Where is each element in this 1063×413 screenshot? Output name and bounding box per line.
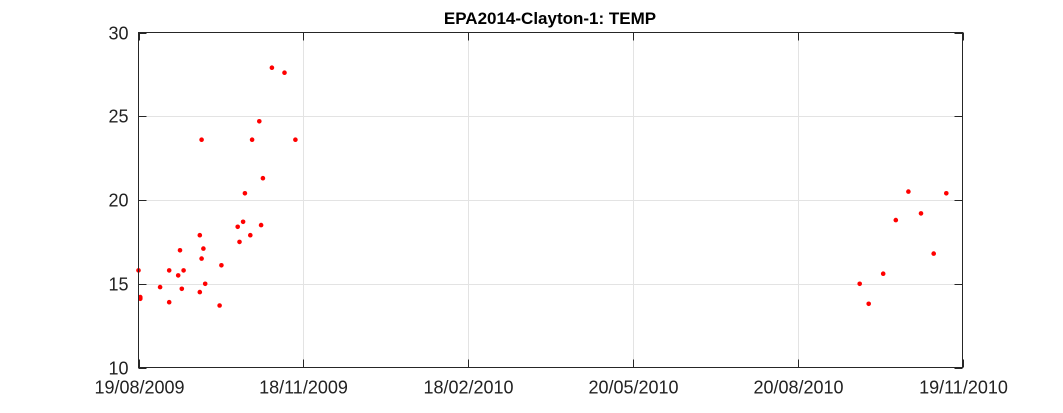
y-tick-label: 30 (108, 24, 128, 44)
data-point (157, 284, 163, 290)
x-tick-label: 20/05/2010 (588, 378, 678, 398)
grid-lines (138, 32, 963, 368)
data-point (181, 268, 186, 273)
data-point (201, 246, 206, 251)
data-point (175, 273, 181, 278)
data-point (257, 119, 262, 124)
data-point (944, 191, 949, 196)
y-tick-label: 15 (108, 275, 128, 295)
y-tick-label: 10 (108, 359, 128, 379)
data-point (248, 232, 253, 238)
data-point (235, 224, 240, 230)
data-point (237, 239, 242, 245)
tick-marks (138, 32, 964, 369)
data-point (880, 271, 886, 277)
data-point (240, 219, 246, 225)
data-point (166, 299, 172, 305)
data-point (906, 189, 911, 194)
y-tick-label: 20 (108, 191, 128, 211)
data-point (177, 248, 183, 253)
x-tick-label: 18/02/2010 (423, 378, 513, 398)
data-point (217, 303, 222, 308)
data-point (293, 137, 298, 142)
x-tick-label: 20/08/2010 (753, 378, 843, 398)
data-point (931, 251, 936, 256)
data-point (282, 70, 287, 75)
data-point (242, 191, 248, 196)
data-point (269, 65, 275, 70)
x-tick-label: 18/11/2009 (259, 378, 348, 398)
data-point (893, 217, 899, 223)
data-point (166, 268, 172, 273)
data-point (258, 222, 264, 228)
data-point (857, 281, 862, 287)
data-point (249, 137, 255, 142)
x-tick-label: 19/08/2009 (94, 378, 184, 398)
data-point (219, 263, 224, 268)
data-point (197, 289, 203, 295)
data-point (197, 232, 203, 238)
data-point (199, 256, 204, 261)
data-points (136, 65, 949, 308)
data-point (260, 175, 266, 181)
chart-title: EPA2014-Clayton-1: TEMP (444, 9, 656, 28)
x-tick-label: 19/11/2010 (919, 378, 1008, 398)
data-point (179, 286, 185, 292)
data-point (918, 211, 924, 216)
tick-labels: 10 15 20 25 30 19/08/2009 18/11/2009 18/02/2010… (94, 24, 1007, 398)
data-point (202, 281, 208, 287)
data-point (199, 137, 204, 142)
data-point (138, 296, 143, 302)
data-point (866, 301, 871, 307)
y-tick-label: 25 (108, 107, 128, 127)
